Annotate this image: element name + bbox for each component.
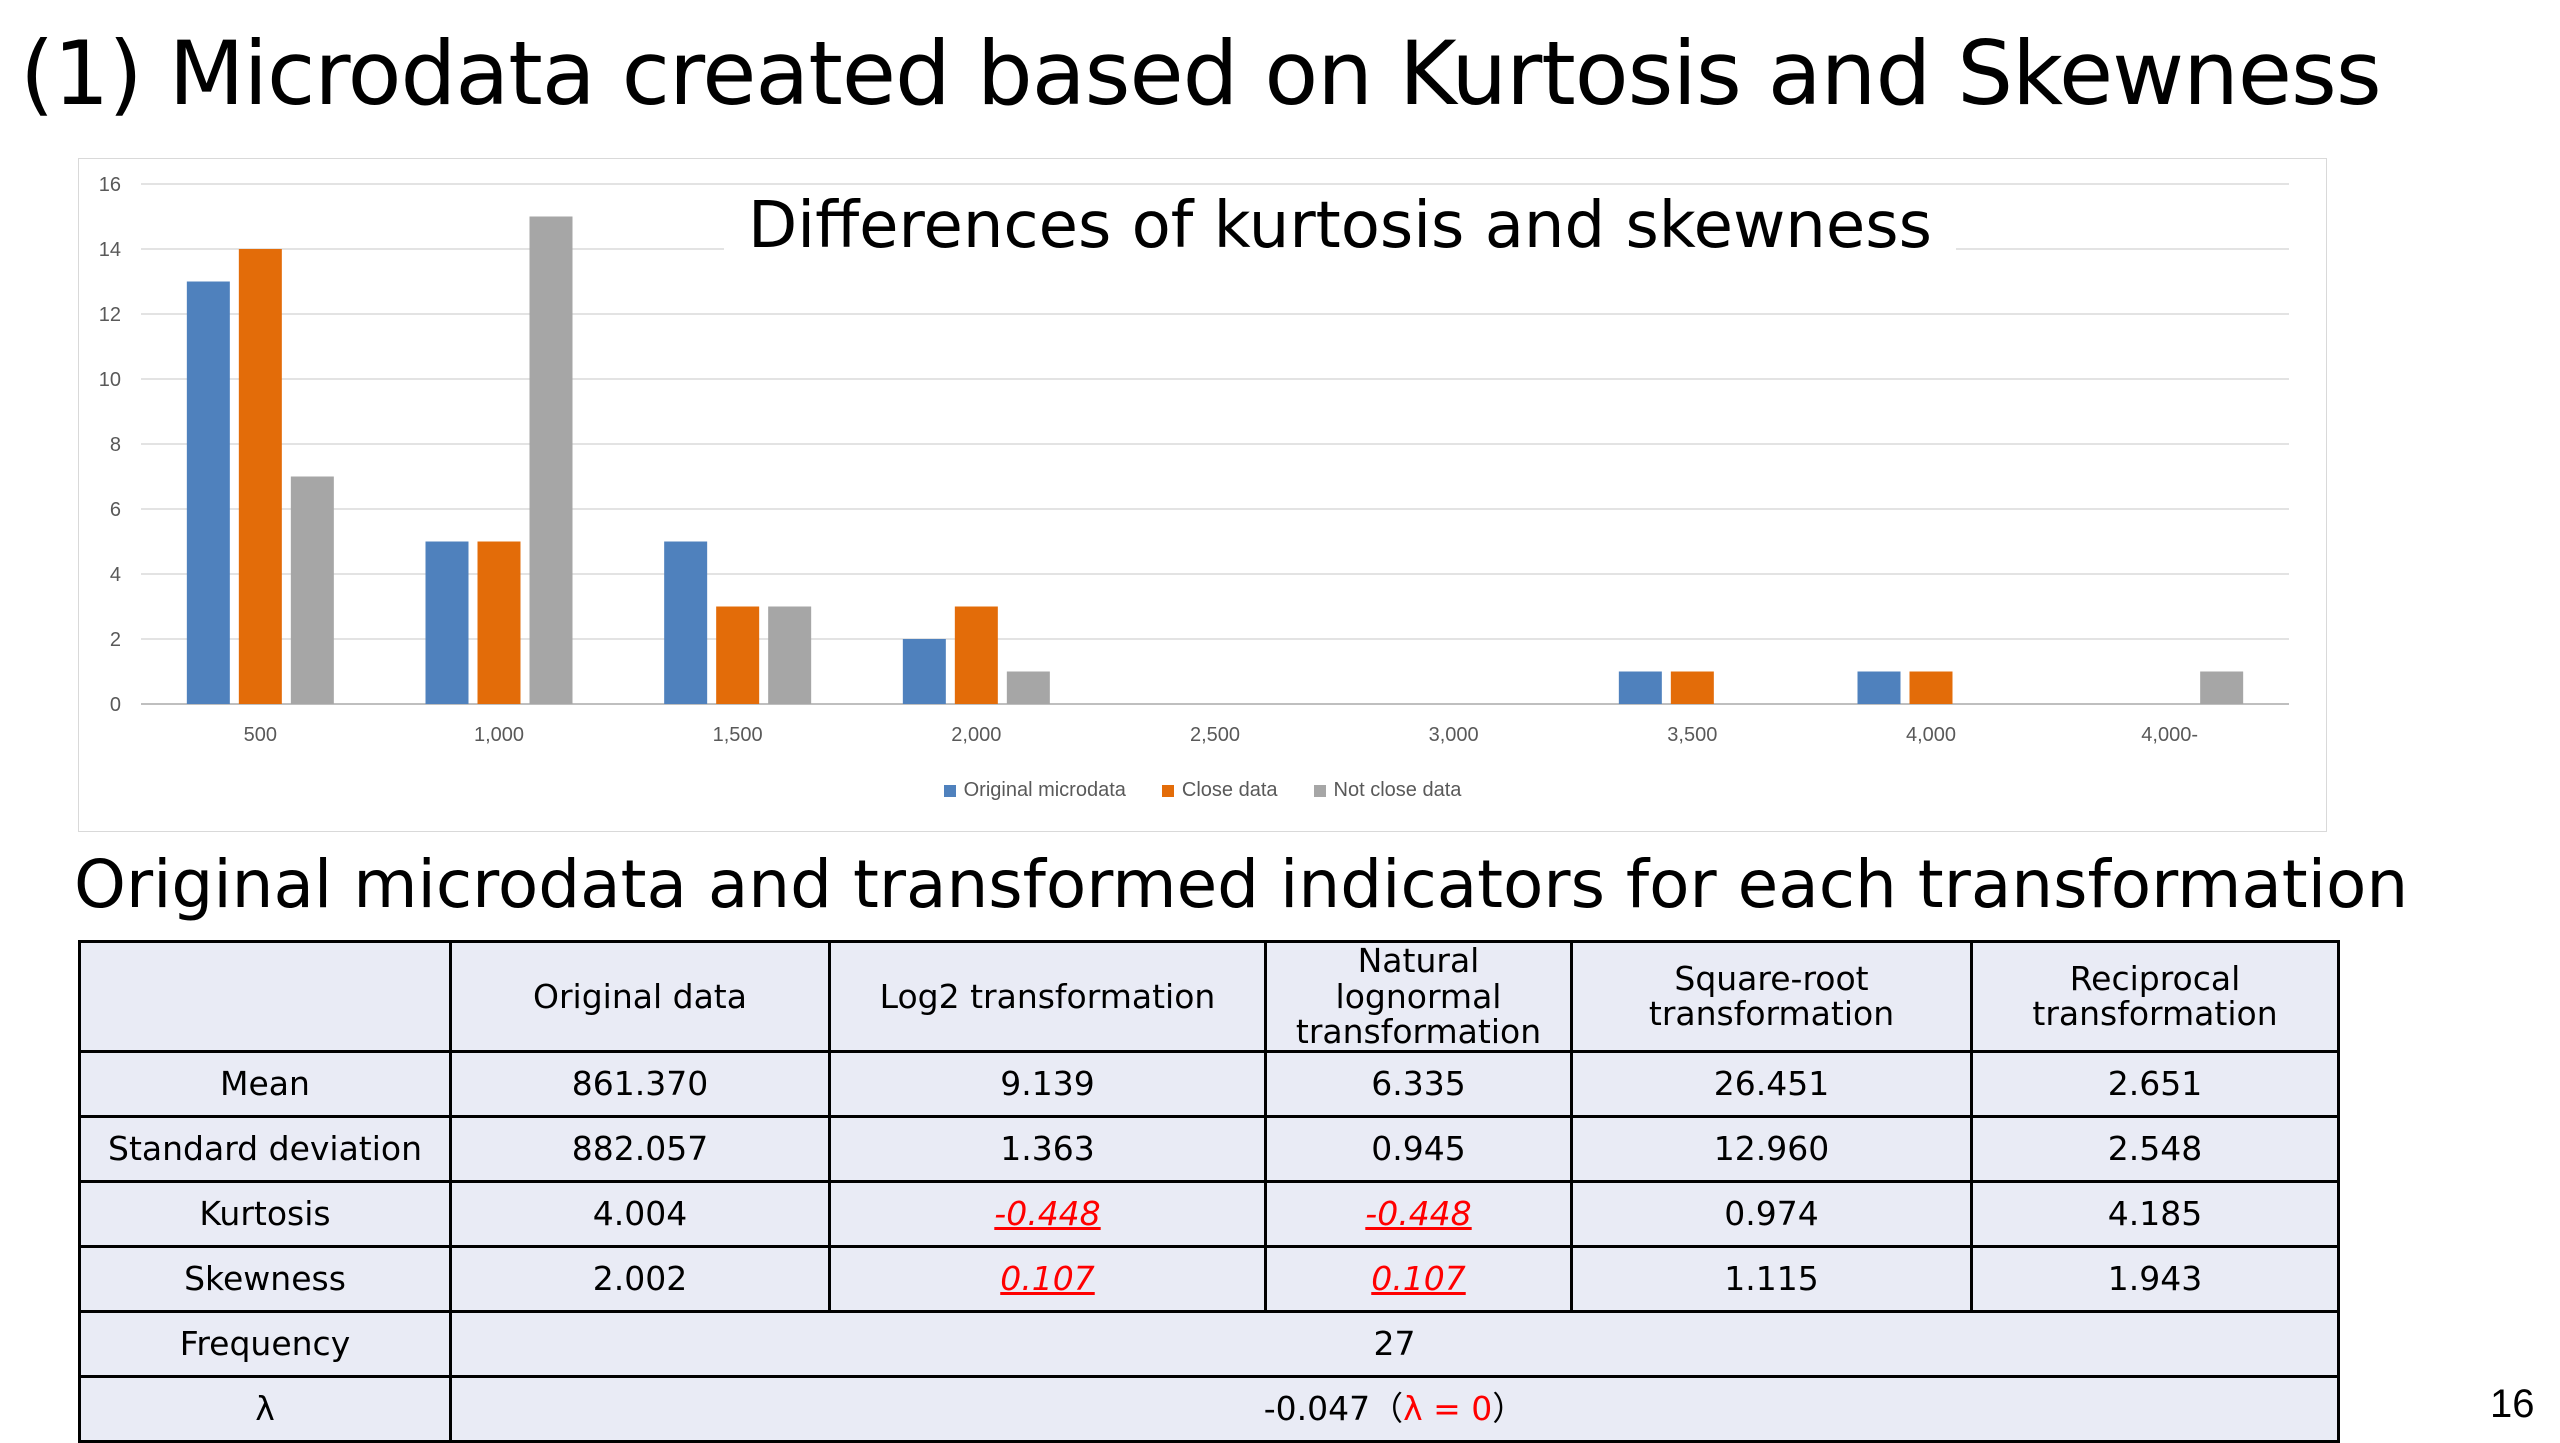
x-tick-label: 4,000- xyxy=(2141,724,2198,746)
x-tick-label: 2,500 xyxy=(1190,724,1240,746)
table-row-skewness: Skewness 2.002 0.107 0.107 1.115 1.943 xyxy=(78,1244,2340,1313)
cell-square-root: 12.960 xyxy=(1570,1114,1973,1183)
x-tick-label: 1,000 xyxy=(474,724,524,746)
cell-log2-highlight: 0.107 xyxy=(828,1244,1267,1313)
y-tick-label: 16 xyxy=(99,174,121,196)
legend-swatch-close xyxy=(1161,784,1174,797)
cell-log2: 1.363 xyxy=(828,1114,1267,1183)
bar xyxy=(2200,671,2244,704)
cell-original: 882.057 xyxy=(449,1114,831,1183)
cell-natural-lognormal-highlight: -0.448 xyxy=(1264,1179,1573,1248)
x-tick-label: 500 xyxy=(244,724,277,746)
bar xyxy=(425,541,469,704)
legend-item-original: Original microdata xyxy=(943,779,1126,802)
slide-title: (1) Microdata created based on Kurtosis … xyxy=(20,22,2382,125)
cell-natural-lognormal-highlight: 0.107 xyxy=(1264,1244,1573,1313)
cell-reciprocal: 4.185 xyxy=(1970,1179,2340,1248)
table-section-title: Original microdata and transformed indic… xyxy=(74,846,2409,923)
table-row-lambda: λ -0.047（λ = 0） xyxy=(78,1374,2340,1443)
chart-title: Differences of kurtosis and skewness xyxy=(724,189,1956,263)
row-label: Standard deviation xyxy=(78,1114,452,1183)
bar xyxy=(716,606,760,704)
header-cell-empty xyxy=(78,940,452,1053)
bar xyxy=(1909,671,1953,704)
chart-legend: Original microdata Close data Not close … xyxy=(79,779,2326,802)
legend-swatch-not-close xyxy=(1313,784,1326,797)
table-row-mean: Mean 861.370 9.139 6.335 26.451 2.651 xyxy=(78,1049,2340,1118)
frequency-value: 27 xyxy=(449,1309,2340,1378)
x-tick-label: 1,500 xyxy=(713,724,763,746)
x-tick-label: 3,000 xyxy=(1429,724,1479,746)
header-original-data: Original data xyxy=(449,940,831,1053)
header-reciprocal: Reciprocal transformation xyxy=(1970,940,2340,1053)
cell-original: 2.002 xyxy=(449,1244,831,1313)
row-label: Kurtosis xyxy=(78,1179,452,1248)
y-tick-label: 0 xyxy=(110,694,121,716)
bar xyxy=(238,249,282,704)
cell-original: 4.004 xyxy=(449,1179,831,1248)
lambda-value-cell: -0.047（λ = 0） xyxy=(449,1374,2340,1443)
y-tick-label: 8 xyxy=(110,434,121,456)
bar xyxy=(477,541,521,704)
cell-natural-lognormal: 6.335 xyxy=(1264,1049,1573,1118)
bar xyxy=(954,606,998,704)
x-tick-label: 3,500 xyxy=(1667,724,1717,746)
row-label: Frequency xyxy=(78,1309,452,1378)
legend-item-not-close: Not close data xyxy=(1313,779,1462,802)
row-label: Mean xyxy=(78,1049,452,1118)
bar xyxy=(902,639,946,704)
cell-square-root: 26.451 xyxy=(1570,1049,1973,1118)
legend-label-not-close: Not close data xyxy=(1333,779,1462,801)
table-row-standard-deviation: Standard deviation 882.057 1.363 0.945 1… xyxy=(78,1114,2340,1183)
row-label: λ xyxy=(78,1374,452,1443)
bar xyxy=(1670,671,1714,704)
indicators-table: Original data Log2 transformation Natura… xyxy=(78,940,2340,1443)
cell-square-root: 0.974 xyxy=(1570,1179,1973,1248)
cell-reciprocal: 2.651 xyxy=(1970,1049,2340,1118)
bar xyxy=(1006,671,1050,704)
bar xyxy=(768,606,812,704)
table-header-row: Original data Log2 transformation Natura… xyxy=(78,940,2340,1053)
y-tick-label: 10 xyxy=(99,369,121,391)
table-row-kurtosis: Kurtosis 4.004 -0.448 -0.448 0.974 4.185 xyxy=(78,1179,2340,1248)
lambda-highlight: λ = 0 xyxy=(1403,1389,1493,1429)
bar xyxy=(529,216,573,704)
cell-log2-highlight: -0.448 xyxy=(828,1179,1267,1248)
cell-reciprocal: 1.943 xyxy=(1970,1244,2340,1313)
legend-item-close: Close data xyxy=(1161,779,1278,802)
x-tick-label: 2,000 xyxy=(951,724,1001,746)
lambda-close: ） xyxy=(1492,1389,1526,1429)
bar xyxy=(290,476,334,704)
y-tick-label: 12 xyxy=(99,304,121,326)
cell-natural-lognormal: 0.945 xyxy=(1264,1114,1573,1183)
header-natural-lognormal: Natural lognormal transformation xyxy=(1264,940,1573,1053)
bar xyxy=(186,281,230,704)
header-square-root: Square-root transformation xyxy=(1570,940,1973,1053)
y-tick-label: 2 xyxy=(110,629,121,651)
row-label: Skewness xyxy=(78,1244,452,1313)
cell-original: 861.370 xyxy=(449,1049,831,1118)
y-tick-label: 6 xyxy=(110,499,121,521)
table-row-frequency: Frequency 27 xyxy=(78,1309,2340,1378)
lambda-value: -0.047（ xyxy=(1263,1389,1404,1429)
cell-square-root: 1.115 xyxy=(1570,1244,1973,1313)
legend-label-close: Close data xyxy=(1181,779,1278,801)
y-tick-label: 4 xyxy=(110,564,121,586)
bar xyxy=(664,541,708,704)
y-tick-label: 14 xyxy=(99,239,121,261)
legend-label-original: Original microdata xyxy=(963,779,1126,801)
bar xyxy=(1618,671,1662,704)
bar xyxy=(1857,671,1901,704)
legend-swatch-original xyxy=(943,784,956,797)
x-tick-label: 4,000 xyxy=(1906,724,1956,746)
cell-reciprocal: 2.548 xyxy=(1970,1114,2340,1183)
header-log2: Log2 transformation xyxy=(828,940,1267,1053)
bar-chart: 0 2 4 6 8 10 12 14 16 500 1,000 1,500 2,000 2,500 3,00… xyxy=(78,158,2327,832)
page-number: 16 xyxy=(2490,1382,2535,1426)
cell-log2: 9.139 xyxy=(828,1049,1267,1118)
